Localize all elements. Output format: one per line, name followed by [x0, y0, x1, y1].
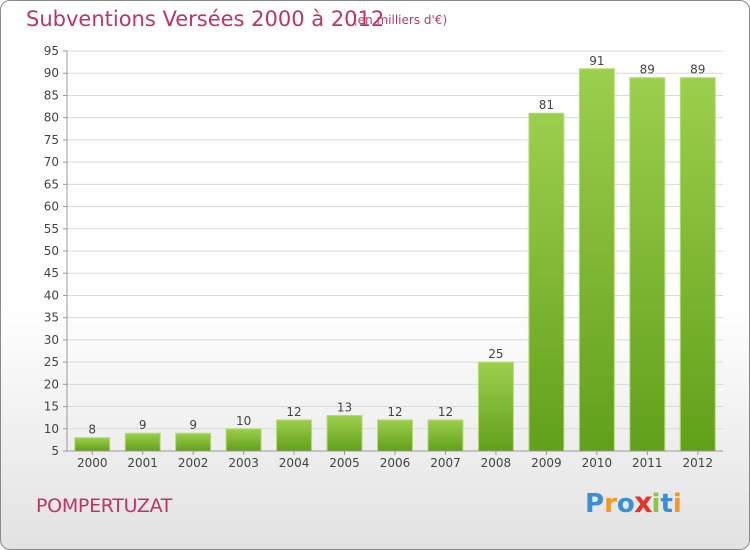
bar-2006: [377, 419, 413, 452]
data-label: 9: [139, 418, 147, 432]
y-tick-label: 55: [44, 222, 59, 236]
data-label: 81: [539, 98, 554, 112]
x-tick-label: 2011: [632, 456, 663, 470]
data-label: 91: [589, 54, 604, 68]
grid-lines: [67, 50, 723, 452]
proxiti-logo: Proxiti: [585, 486, 682, 520]
chart-title: Subventions Versées 2000 à 2012: [26, 7, 385, 31]
y-tick-label: 80: [44, 111, 59, 125]
x-tick-label: 2004: [279, 456, 310, 470]
bar-2004: [276, 419, 313, 452]
y-tick-label: 15: [44, 400, 59, 414]
x-tick-label: 2008: [481, 456, 512, 470]
x-tick-label: 2002: [178, 456, 209, 470]
logo-letter: t: [660, 489, 673, 519]
location-name: POMPERTUZAT: [36, 495, 173, 517]
y-tick-label: 45: [44, 266, 59, 280]
y-tick-label: 65: [44, 177, 59, 191]
y-tick-label: 25: [44, 355, 59, 369]
y-tick-label: 40: [44, 288, 59, 302]
axes: 5 10 15 20 25 30 35 40 45 50 55 60 65 70 75 80 85 90 95 200…: [44, 44, 723, 470]
data-label: 9: [189, 418, 197, 432]
data-label: 10: [236, 414, 251, 428]
x-tick-label: 2010: [582, 456, 613, 470]
y-tick-label: 10: [44, 422, 59, 436]
bar-2010: [578, 68, 615, 452]
bar-2005: [326, 414, 363, 452]
data-label: 12: [438, 405, 453, 419]
x-tick-label: 2003: [228, 456, 259, 470]
x-tick-label: 2012: [682, 456, 713, 470]
logo-letter: i: [672, 489, 682, 519]
chart-subtitle: (en milliers d'€): [353, 13, 448, 27]
x-tick-label: 2000: [77, 456, 108, 470]
data-label: 12: [286, 405, 301, 419]
y-tick-label: 5: [51, 444, 59, 458]
x-tick-label: 2001: [127, 456, 158, 470]
bar-2009: [528, 112, 565, 452]
bar-2011: [629, 77, 666, 452]
bar-2007: [427, 419, 464, 452]
data-label: 8: [88, 423, 96, 437]
y-tick-label: 85: [44, 88, 59, 102]
bar-2012: [679, 77, 716, 452]
logo-letter: i: [651, 489, 661, 519]
logo-letter: r: [604, 489, 617, 519]
data-label: 13: [337, 400, 352, 414]
logo-letter: o: [616, 489, 635, 519]
y-tick-label: 60: [44, 200, 59, 214]
bar-2002: [175, 432, 212, 452]
bar-2000: [74, 437, 111, 452]
bar-2008: [477, 361, 514, 452]
y-tick-label: 20: [44, 377, 59, 391]
y-tick-label: 30: [44, 333, 59, 347]
x-tick-label: 2005: [329, 456, 360, 470]
data-label: 12: [387, 405, 402, 419]
logo-letter: x: [633, 486, 653, 520]
x-tick-label: 2007: [430, 456, 461, 470]
y-tick-label: 75: [44, 133, 59, 147]
data-label: 25: [488, 347, 503, 361]
x-tick-label: 2006: [380, 456, 411, 470]
y-tick-label: 70: [44, 155, 59, 169]
y-tick-label: 35: [44, 311, 59, 325]
x-tick-label: 2009: [531, 456, 562, 470]
y-tick-label: 50: [44, 244, 59, 258]
y-tick-label: 95: [44, 44, 59, 58]
data-label: 89: [640, 63, 655, 77]
logo-letter: P: [585, 489, 605, 519]
data-label: 89: [690, 63, 705, 77]
bar-2001: [124, 432, 161, 452]
y-tick-label: 90: [44, 66, 59, 80]
bar-2003: [225, 428, 262, 452]
